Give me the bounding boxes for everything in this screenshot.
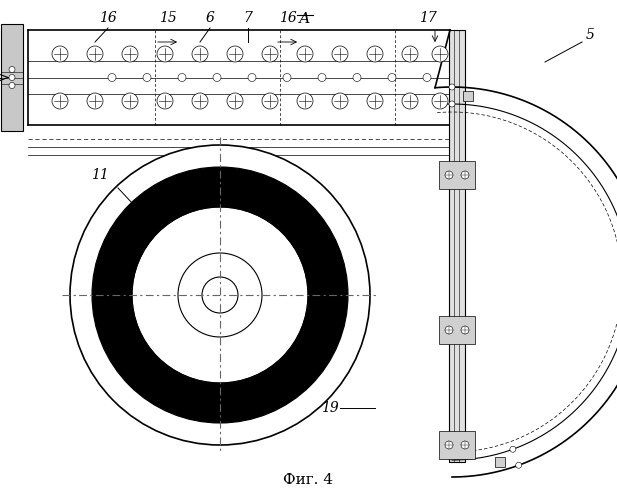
- Bar: [439, 316, 475, 344]
- Circle shape: [178, 74, 186, 82]
- Circle shape: [461, 441, 469, 449]
- Circle shape: [192, 46, 208, 62]
- Circle shape: [157, 93, 173, 109]
- Circle shape: [202, 277, 238, 313]
- Circle shape: [445, 326, 453, 334]
- Circle shape: [248, 74, 256, 82]
- Circle shape: [227, 46, 243, 62]
- Circle shape: [461, 326, 469, 334]
- Circle shape: [388, 74, 396, 82]
- Circle shape: [178, 253, 262, 337]
- Text: 11: 11: [91, 168, 109, 182]
- Circle shape: [432, 93, 448, 109]
- Circle shape: [122, 46, 138, 62]
- Circle shape: [332, 93, 348, 109]
- Circle shape: [52, 93, 68, 109]
- Bar: [439, 431, 475, 459]
- Circle shape: [52, 46, 68, 62]
- Circle shape: [402, 93, 418, 109]
- Bar: [439, 161, 475, 189]
- Circle shape: [87, 46, 103, 62]
- Circle shape: [367, 93, 383, 109]
- Circle shape: [108, 74, 116, 82]
- Circle shape: [445, 441, 453, 449]
- Circle shape: [9, 66, 15, 72]
- Circle shape: [9, 74, 15, 80]
- Bar: [1, 24, 23, 131]
- Circle shape: [297, 93, 313, 109]
- Text: Фиг. 4: Фиг. 4: [283, 473, 333, 487]
- Circle shape: [262, 93, 278, 109]
- Text: 19: 19: [321, 401, 339, 415]
- Bar: [495, 457, 505, 467]
- Circle shape: [367, 46, 383, 62]
- Circle shape: [143, 74, 151, 82]
- Circle shape: [423, 74, 431, 82]
- Circle shape: [70, 145, 370, 445]
- Circle shape: [461, 171, 469, 179]
- Text: 5: 5: [586, 28, 594, 42]
- Text: 16: 16: [99, 11, 117, 25]
- Text: 7: 7: [244, 11, 252, 25]
- Circle shape: [353, 74, 361, 82]
- Circle shape: [227, 93, 243, 109]
- Circle shape: [157, 46, 173, 62]
- Text: А: А: [299, 12, 311, 26]
- Circle shape: [332, 46, 348, 62]
- Text: 15: 15: [159, 11, 177, 25]
- Circle shape: [318, 74, 326, 82]
- Bar: [449, 30, 465, 462]
- Circle shape: [449, 84, 455, 90]
- Circle shape: [213, 74, 221, 82]
- Circle shape: [192, 93, 208, 109]
- Circle shape: [445, 171, 453, 179]
- Circle shape: [297, 46, 313, 62]
- Bar: [463, 91, 473, 101]
- Circle shape: [449, 101, 455, 107]
- Text: 17: 17: [419, 11, 437, 25]
- Text: 16: 16: [279, 11, 297, 25]
- Circle shape: [9, 82, 15, 88]
- Circle shape: [402, 46, 418, 62]
- Circle shape: [516, 462, 522, 468]
- Circle shape: [87, 93, 103, 109]
- Circle shape: [510, 446, 516, 452]
- Circle shape: [283, 74, 291, 82]
- Circle shape: [122, 93, 138, 109]
- Wedge shape: [92, 167, 348, 423]
- Circle shape: [432, 46, 448, 62]
- Circle shape: [132, 207, 308, 383]
- Circle shape: [262, 46, 278, 62]
- Text: 6: 6: [205, 11, 215, 25]
